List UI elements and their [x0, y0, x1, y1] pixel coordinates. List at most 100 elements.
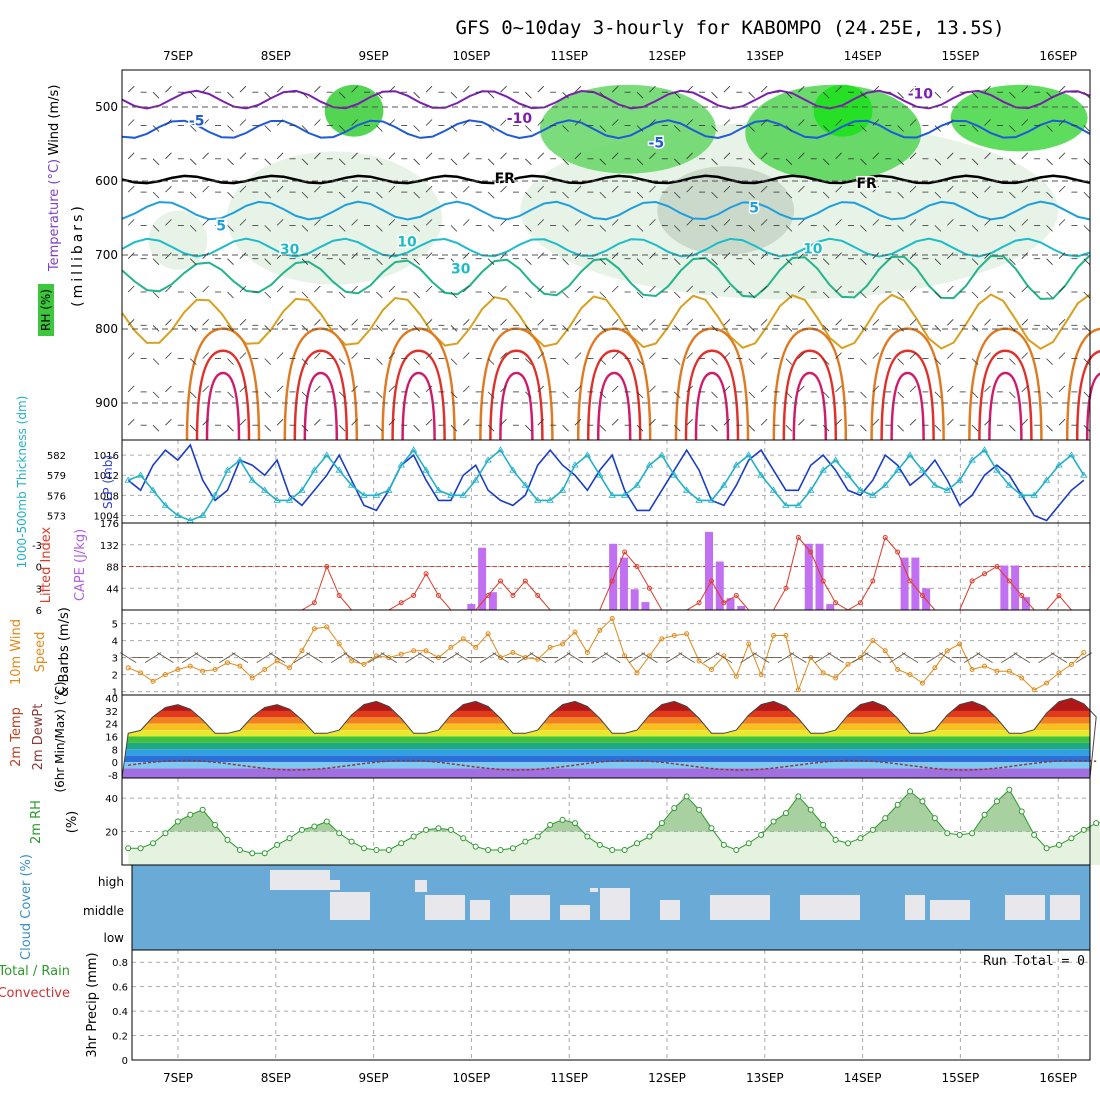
- boundary-layer-contour: [381, 327, 456, 441]
- wind-barb: [127, 85, 135, 93]
- rh-point: [447, 826, 454, 833]
- wind-barb: [442, 652, 460, 663]
- wind-barb: [822, 91, 830, 99]
- pressure-tick: 700: [95, 248, 118, 262]
- thickness-point: [1018, 491, 1026, 498]
- wind-barb: [165, 219, 172, 226]
- cloud-axis-label: Cloud Cover (%): [19, 854, 34, 960]
- wind-barb: [525, 91, 532, 99]
- wind-barb: [189, 291, 197, 299]
- wind-barb: [1083, 424, 1091, 432]
- cape-bar: [726, 598, 735, 610]
- thickness-tick: 576: [47, 491, 66, 502]
- temp-tick: 8: [112, 745, 118, 756]
- li-point: [857, 600, 863, 606]
- wind-speed-point: [783, 633, 789, 638]
- wind-barb: [785, 91, 793, 99]
- wind-barb: [380, 652, 398, 663]
- wind-barb: [636, 125, 644, 132]
- rh-point: [795, 793, 802, 800]
- wind-barb: [897, 258, 904, 265]
- wind-barb: [984, 85, 991, 93]
- rh-point: [212, 821, 219, 828]
- wind-barb: [860, 291, 867, 299]
- wind-barb: [525, 358, 532, 365]
- wind-barb: [984, 152, 991, 160]
- rh-point: [882, 815, 889, 822]
- wind-speed-point: [274, 658, 280, 664]
- contour-label: 5: [749, 201, 759, 217]
- rh-point: [1093, 820, 1100, 827]
- wind-barb: [611, 252, 619, 259]
- rh-point: [249, 850, 256, 857]
- cape-bar: [619, 557, 628, 610]
- thickness-point: [583, 451, 592, 458]
- wind-barb: [487, 258, 495, 265]
- wind-barb: [636, 158, 644, 166]
- wind-barb: [909, 352, 917, 359]
- wind-barb: [351, 252, 358, 259]
- wind-speed-point: [498, 655, 504, 661]
- pressure-tick: 800: [95, 322, 118, 336]
- wind-speed-point: [969, 667, 975, 672]
- li-point: [733, 593, 739, 598]
- wind-barb: [127, 219, 135, 226]
- thickness-tick: 573: [47, 511, 66, 522]
- rh-point: [435, 825, 442, 832]
- thickness-point: [509, 466, 517, 473]
- wind-barb: [227, 225, 234, 232]
- wind-barb: [462, 418, 470, 426]
- cape-bar: [737, 606, 746, 610]
- wind-barb: [864, 652, 882, 663]
- wind-barb: [1009, 291, 1016, 299]
- wind-barb: [189, 424, 197, 432]
- wind-barb: [264, 391, 272, 399]
- thickness-point: [955, 476, 964, 483]
- wind-barb: [1046, 325, 1053, 332]
- wind-barb: [909, 219, 917, 226]
- slp-tick: 1004: [94, 511, 119, 522]
- wind-barb: [946, 85, 954, 93]
- wind-barb: [711, 358, 718, 365]
- thickness-point: [620, 491, 629, 498]
- wind-barb: [835, 119, 842, 126]
- wind-barb: [574, 352, 582, 359]
- wind-barb: [934, 158, 942, 166]
- wind-barb: [239, 252, 247, 259]
- wind-barb: [227, 158, 234, 166]
- cloud-block: [510, 895, 550, 920]
- thickness-point: [534, 496, 542, 503]
- wind-barb: [1083, 391, 1091, 399]
- rh-point: [150, 840, 157, 847]
- temp-band: [122, 768, 1090, 778]
- wind-barb: [562, 424, 569, 432]
- wind-barb: [1046, 158, 1053, 166]
- wind-barb: [760, 185, 768, 193]
- wind-barb: [562, 158, 569, 166]
- wind-barb: [984, 119, 991, 126]
- wind-barb: [165, 285, 172, 293]
- cape-bar: [641, 602, 650, 610]
- wind-barb: [351, 219, 358, 226]
- boundary-layer-contour: [988, 371, 1023, 441]
- wind-barb: [276, 319, 284, 326]
- rh-tick: 40: [105, 794, 118, 805]
- li-point: [423, 571, 429, 577]
- wind-barb: [1046, 424, 1053, 432]
- wind-barb: [649, 285, 656, 293]
- wind-barb: [946, 252, 954, 259]
- li-point: [895, 549, 901, 555]
- wind-speed-point: [138, 670, 144, 676]
- wind-barb: [500, 285, 507, 293]
- wind-barb: [351, 285, 358, 293]
- wind-barb: [1009, 258, 1016, 265]
- wind-barb: [537, 418, 545, 426]
- wind-barb: [748, 158, 756, 166]
- wind-barb: [798, 385, 805, 393]
- thickness-point: [943, 486, 951, 493]
- li-tick: -3: [32, 541, 42, 552]
- wind-barb: [152, 291, 160, 299]
- date-label-bottom: 10SEP: [453, 1071, 491, 1085]
- wind-barb: [673, 191, 681, 199]
- wind-barb: [748, 391, 756, 399]
